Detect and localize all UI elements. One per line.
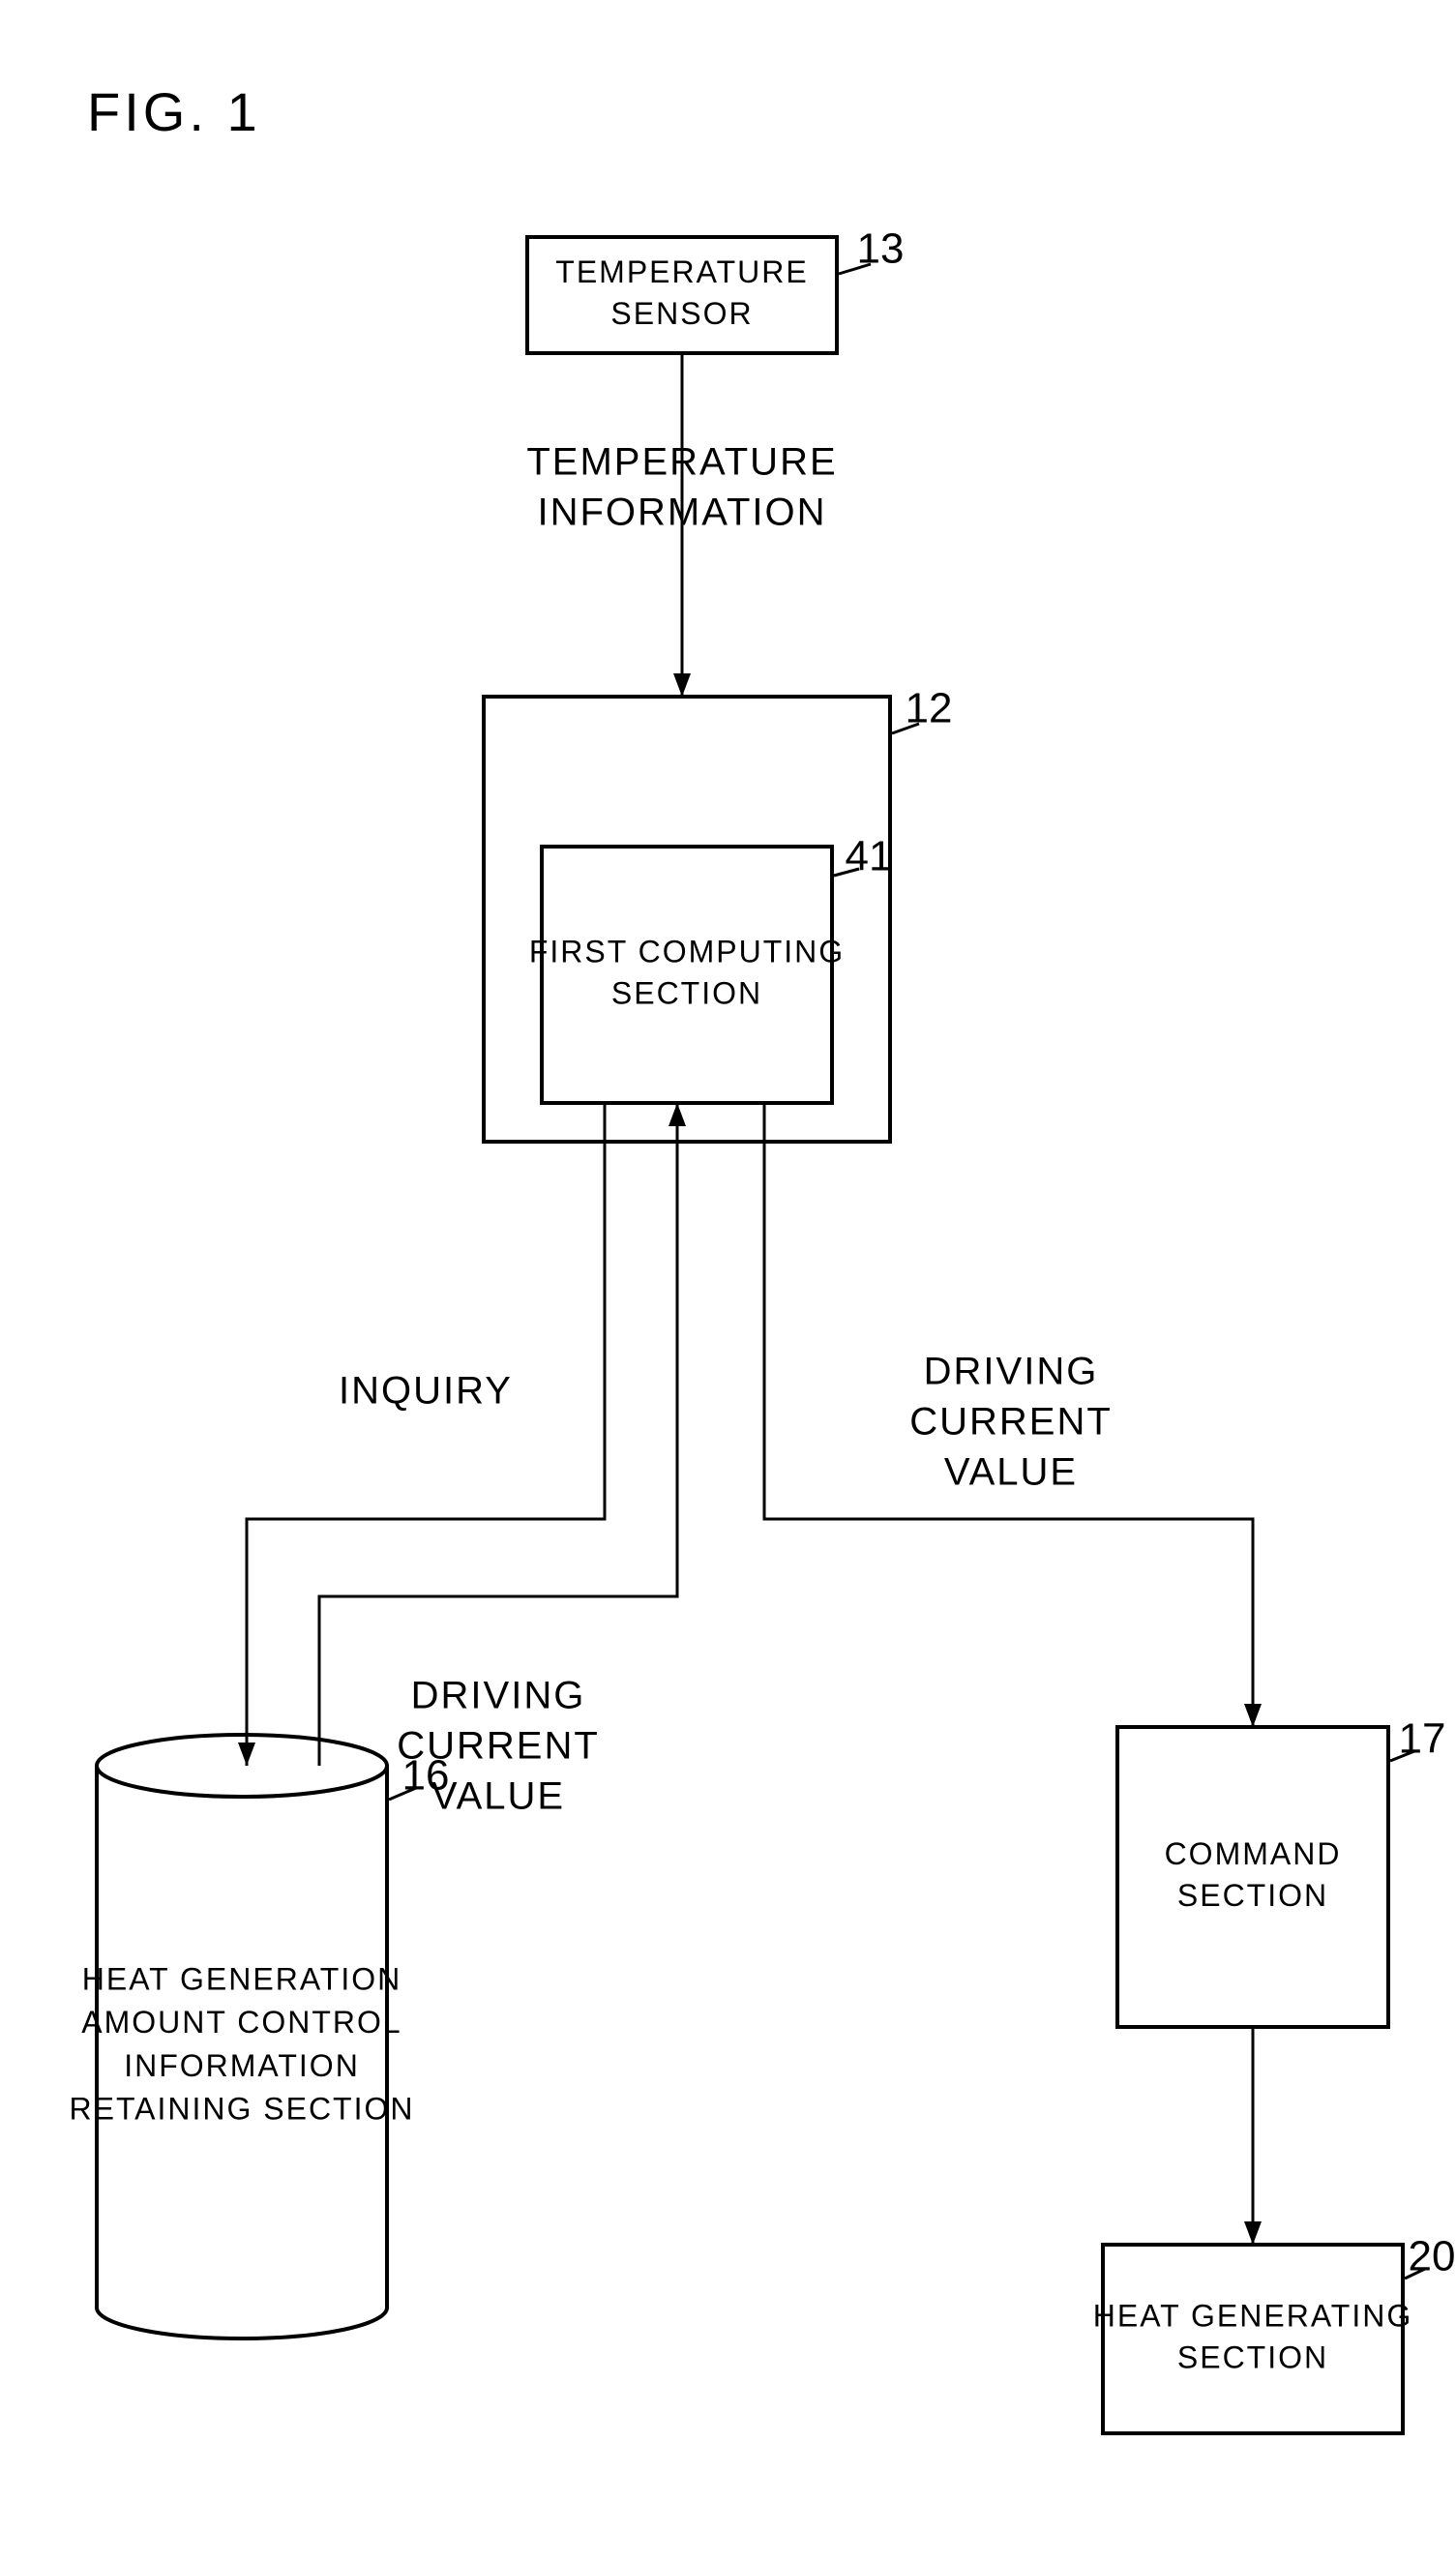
container_12-ref: 12 bbox=[906, 685, 953, 732]
first_computing-label: SECTION bbox=[611, 976, 762, 1011]
edge-dcv_right-label: CURRENT bbox=[909, 1401, 1113, 1444]
edge-dcv_left-label: DRIVING bbox=[411, 1675, 586, 1717]
heat_gen: HEAT GENERATING SECTION bbox=[1093, 2245, 1412, 2433]
command: COMMAND SECTION bbox=[1117, 1727, 1388, 2027]
edge-dcv_right-label: DRIVING bbox=[924, 1351, 1099, 1393]
first_computing-ref: 41 bbox=[846, 833, 893, 880]
heat_gen-label: HEAT GENERATING bbox=[1093, 2298, 1412, 2333]
edge-dcv_right: DRIVING CURRENT VALUE bbox=[764, 1103, 1253, 1727]
first_computing: FIRST COMPUTING SECTION bbox=[529, 847, 845, 1103]
edge-temp_info-label: TEMPERATURE bbox=[526, 441, 837, 484]
heat_gen-label: SECTION bbox=[1177, 2340, 1328, 2375]
figure-label: FIG. 1 bbox=[87, 81, 261, 142]
edge-temp_info-label: INFORMATION bbox=[537, 492, 826, 534]
heat_gen-ref: 20 bbox=[1409, 2233, 1456, 2280]
edge-dcv_right-label: VALUE bbox=[944, 1451, 1078, 1494]
command-ref: 17 bbox=[1399, 1715, 1446, 1763]
temp_sensor-label: TEMPERATURE bbox=[555, 254, 808, 289]
retaining-label: INFORMATION bbox=[124, 2048, 360, 2083]
edge-inquiry: INQUIRY bbox=[247, 1103, 605, 1766]
retaining-label: HEAT GENERATION bbox=[82, 1961, 401, 1996]
container_12 bbox=[484, 697, 890, 1142]
retaining-label: AMOUNT CONTROL bbox=[81, 2005, 401, 2040]
edge-dcv_left-label: CURRENT bbox=[397, 1725, 600, 1768]
first_computing-label: FIRST COMPUTING bbox=[529, 934, 845, 968]
temp_sensor: TEMPERATURE SENSOR bbox=[527, 237, 837, 353]
retaining: HEAT GENERATION AMOUNT CONTROL INFORMATION… bbox=[70, 1735, 415, 2339]
edge-dcv_left-label: VALUE bbox=[431, 1775, 565, 1818]
retaining-label: RETAINING SECTION bbox=[70, 2092, 415, 2127]
command-label: COMMAND bbox=[1165, 1836, 1342, 1871]
edge-inquiry-label: INQUIRY bbox=[339, 1370, 513, 1413]
edge-dcv_left: DRIVING CURRENT VALUE bbox=[319, 1103, 677, 1818]
temp_sensor-ref: 13 bbox=[857, 225, 905, 273]
edge-temp_info: TEMPERATURE INFORMATION bbox=[526, 353, 837, 697]
temp_sensor-label: SENSOR bbox=[610, 296, 753, 331]
command-label: SECTION bbox=[1177, 1878, 1328, 1913]
